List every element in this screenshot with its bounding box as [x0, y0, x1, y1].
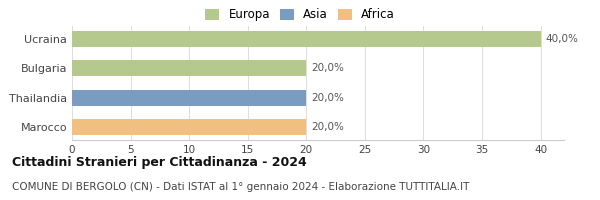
- Legend: Europa, Asia, Africa: Europa, Asia, Africa: [203, 6, 397, 24]
- Bar: [72, 31, 541, 47]
- Text: Cittadini Stranieri per Cittadinanza - 2024: Cittadini Stranieri per Cittadinanza - 2…: [12, 156, 307, 169]
- Text: COMUNE DI BERGOLO (CN) - Dati ISTAT al 1° gennaio 2024 - Elaborazione TUTTITALIA: COMUNE DI BERGOLO (CN) - Dati ISTAT al 1…: [12, 182, 469, 192]
- Text: 20,0%: 20,0%: [311, 63, 344, 73]
- Bar: [72, 60, 306, 76]
- Bar: [72, 90, 306, 106]
- Text: 20,0%: 20,0%: [311, 93, 344, 103]
- Text: 40,0%: 40,0%: [545, 34, 578, 44]
- Text: 20,0%: 20,0%: [311, 122, 344, 132]
- Bar: [72, 119, 306, 135]
